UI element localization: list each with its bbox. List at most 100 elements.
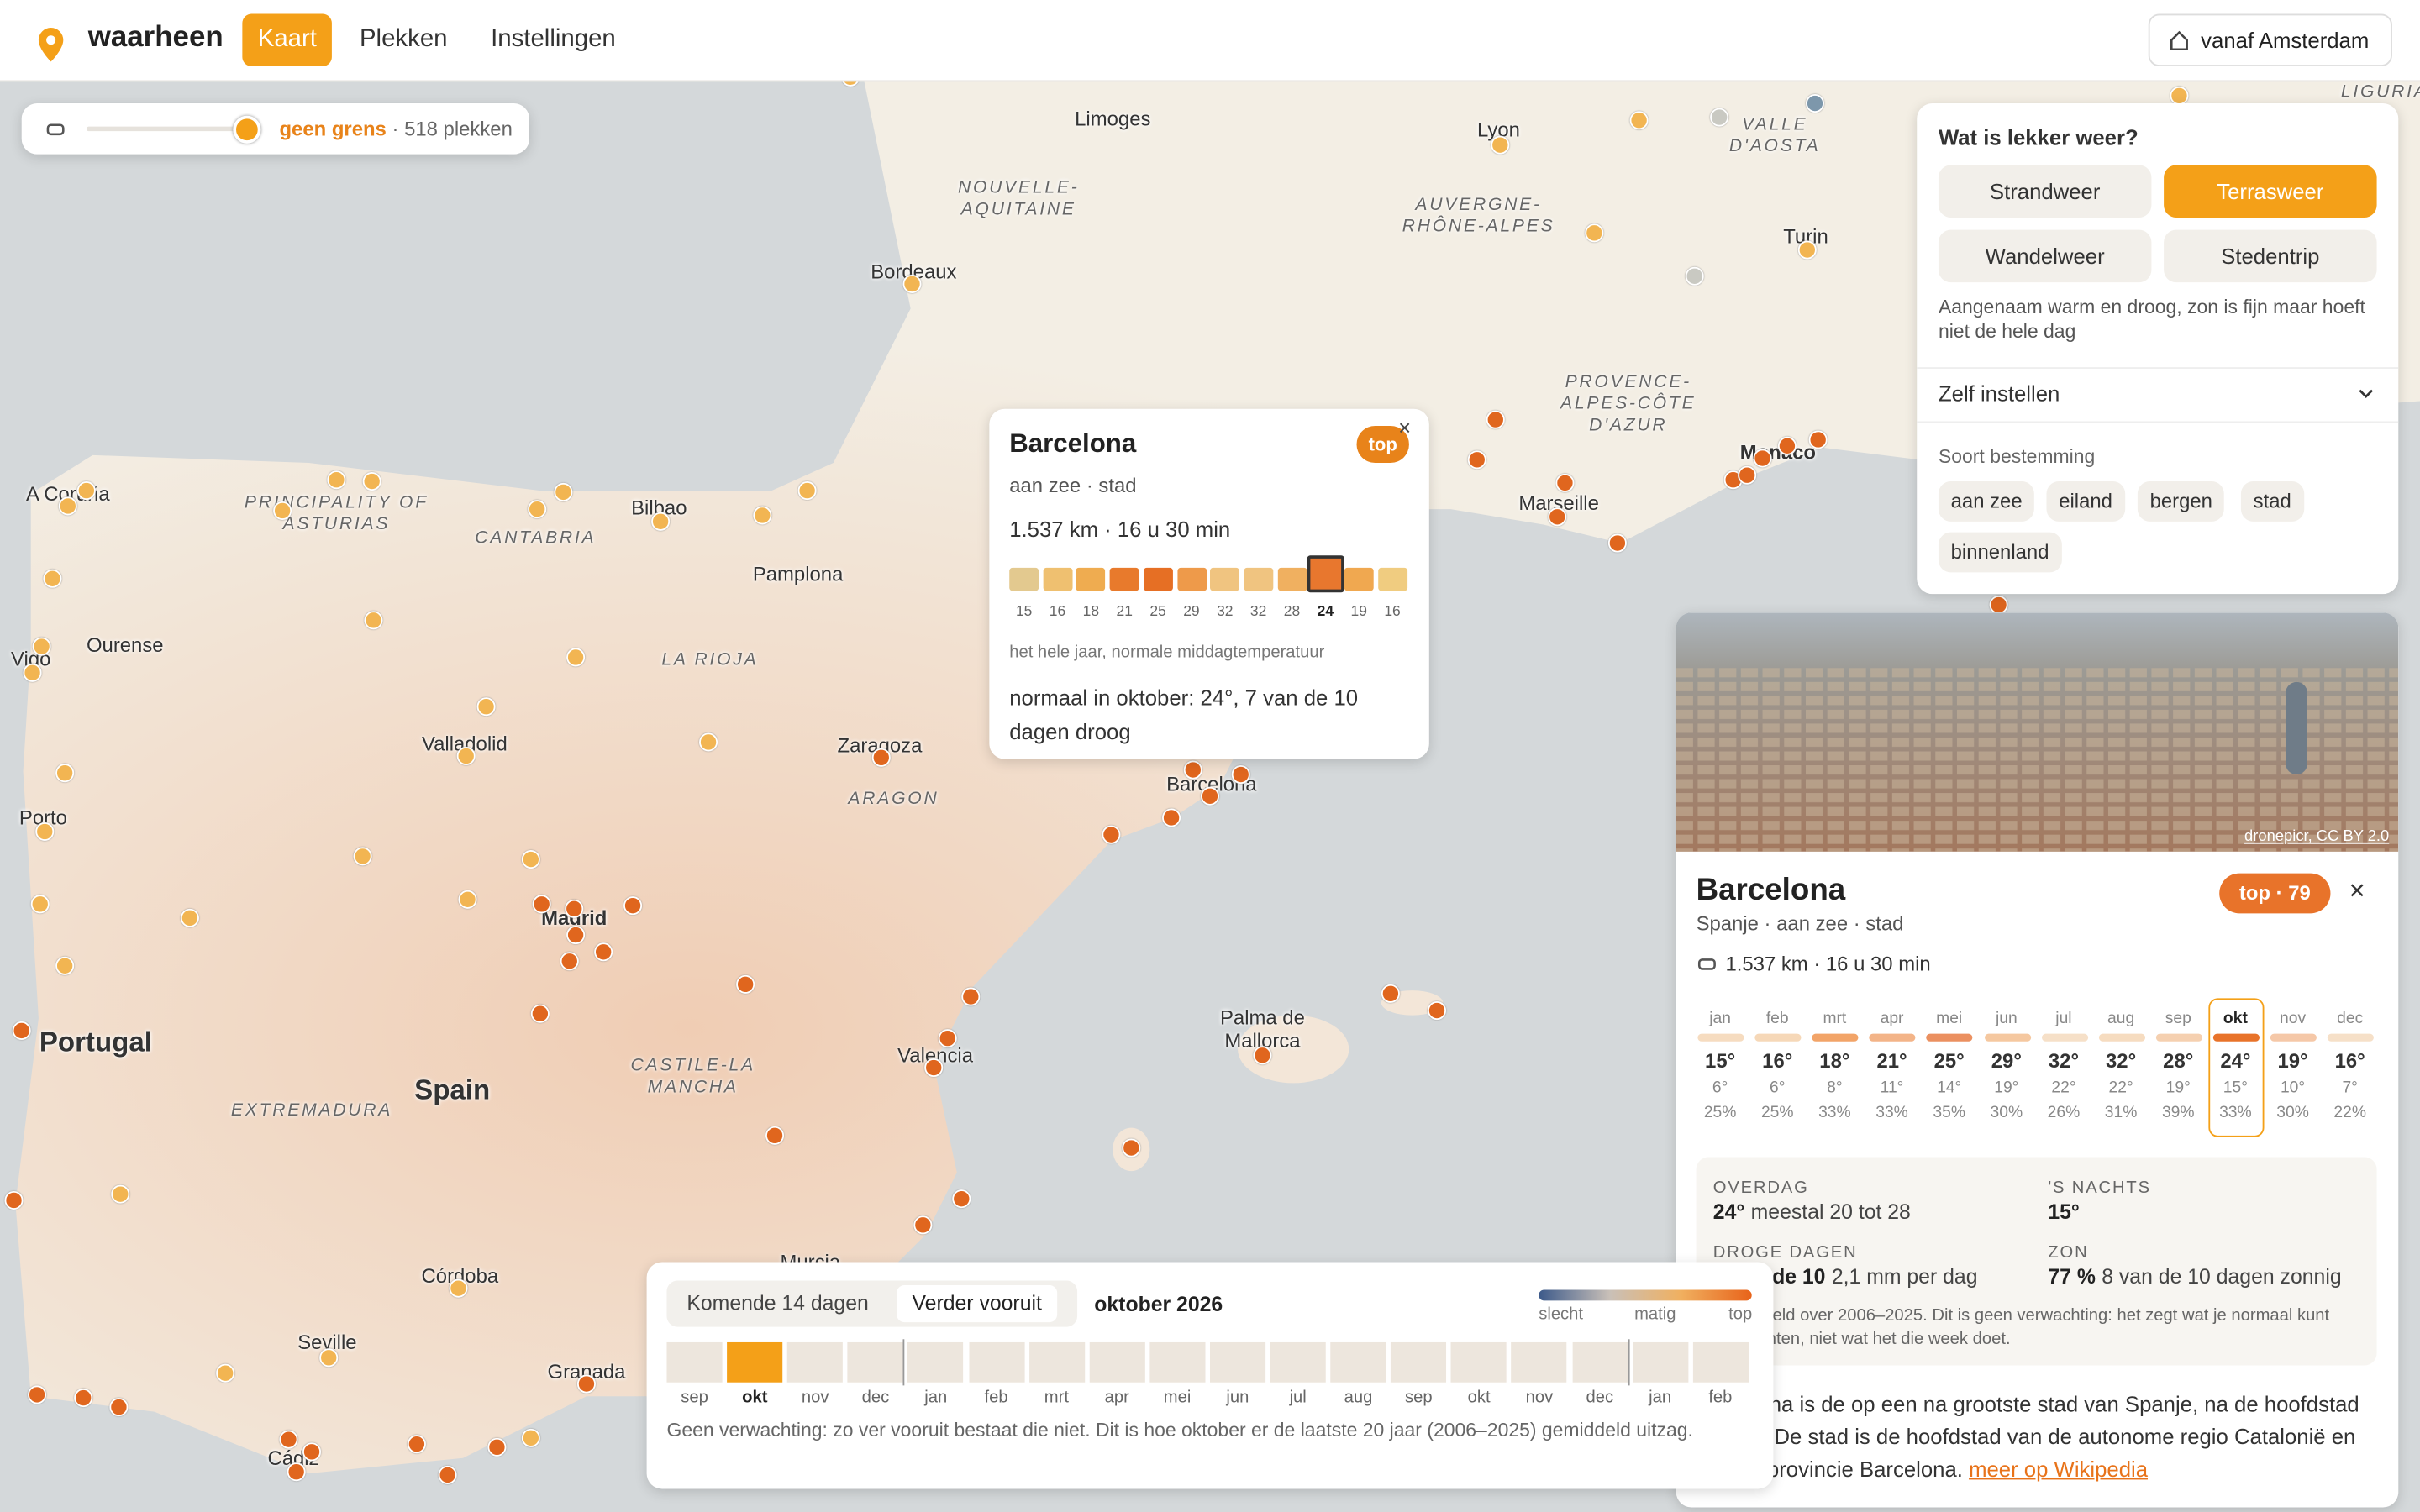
map-dot[interactable] bbox=[530, 1004, 550, 1023]
month-cell[interactable] bbox=[1511, 1341, 1568, 1383]
map-dot[interactable] bbox=[111, 1184, 130, 1204]
map-dot[interactable] bbox=[1777, 436, 1797, 455]
month-cell[interactable] bbox=[1571, 1341, 1628, 1383]
map-dot[interactable] bbox=[765, 1126, 785, 1145]
weather-option[interactable]: Wandelweer bbox=[1938, 229, 2152, 283]
map-dot[interactable] bbox=[319, 1348, 339, 1368]
map-dot[interactable] bbox=[1486, 410, 1505, 429]
map-dot[interactable] bbox=[1231, 765, 1250, 785]
map-dot[interactable] bbox=[1607, 533, 1627, 553]
map-dot[interactable] bbox=[753, 506, 772, 525]
map-dot[interactable] bbox=[216, 1363, 235, 1383]
map-dot[interactable] bbox=[76, 481, 96, 501]
map-dot[interactable] bbox=[961, 987, 981, 1006]
map-dot[interactable] bbox=[1491, 135, 1510, 155]
map-dot[interactable] bbox=[1797, 240, 1817, 260]
map-dot[interactable] bbox=[1200, 786, 1220, 806]
month-cell[interactable] bbox=[968, 1341, 1024, 1383]
timeline-tab[interactable]: Verder vooruit bbox=[897, 1285, 1058, 1323]
map-dot[interactable] bbox=[302, 1442, 322, 1462]
map-dot[interactable] bbox=[180, 908, 199, 927]
map-dot[interactable] bbox=[456, 746, 476, 766]
month-cell[interactable] bbox=[1209, 1341, 1265, 1383]
map-dot[interactable] bbox=[532, 895, 551, 914]
map-dot[interactable] bbox=[554, 482, 573, 501]
map-dot[interactable] bbox=[4, 1190, 24, 1210]
map-dot[interactable] bbox=[1629, 111, 1649, 130]
map-dot[interactable] bbox=[952, 1189, 971, 1209]
map-dot[interactable] bbox=[55, 956, 75, 975]
map-dot[interactable] bbox=[279, 1430, 298, 1449]
wiki-link[interactable]: meer op Wikipedia bbox=[1969, 1456, 2149, 1482]
map-dot[interactable] bbox=[362, 472, 381, 491]
map-dot[interactable] bbox=[1122, 1138, 1141, 1158]
map-dot[interactable] bbox=[1710, 108, 1729, 127]
map-dot[interactable] bbox=[1685, 266, 1704, 286]
month-cell[interactable] bbox=[847, 1341, 904, 1383]
map-dot[interactable] bbox=[449, 1278, 468, 1298]
map-dot[interactable] bbox=[32, 637, 51, 656]
map-dot[interactable] bbox=[938, 1029, 957, 1048]
map-dot[interactable] bbox=[566, 926, 586, 945]
map-dot[interactable] bbox=[594, 942, 613, 962]
month-cell[interactable] bbox=[1270, 1341, 1326, 1383]
map-dot[interactable] bbox=[623, 896, 643, 916]
month-cell[interactable] bbox=[908, 1341, 964, 1383]
map-dot[interactable] bbox=[1467, 450, 1486, 470]
timeline-tab[interactable]: Komende 14 dagen bbox=[687, 1291, 869, 1315]
map-dot[interactable] bbox=[109, 1398, 129, 1417]
map-dot[interactable] bbox=[528, 500, 547, 519]
range-knob[interactable] bbox=[233, 115, 261, 144]
weather-option[interactable]: Strandweer bbox=[1938, 165, 2152, 218]
map-dot[interactable] bbox=[1808, 430, 1828, 449]
map-dot[interactable] bbox=[797, 481, 817, 501]
custom-toggle[interactable]: Zelf instellen bbox=[1938, 381, 2060, 407]
map-dot[interactable] bbox=[576, 1374, 596, 1394]
map-dot[interactable] bbox=[521, 850, 540, 869]
map-dot[interactable] bbox=[12, 1021, 31, 1040]
map-dot[interactable] bbox=[353, 847, 372, 866]
map-dot[interactable] bbox=[651, 512, 671, 531]
type-chip[interactable]: stad bbox=[2240, 481, 2304, 522]
map-dot[interactable] bbox=[1253, 1046, 1272, 1065]
map-dot[interactable] bbox=[1162, 808, 1181, 827]
map-dot[interactable] bbox=[1548, 507, 1567, 527]
map-dot[interactable] bbox=[924, 1058, 944, 1078]
nav-tab[interactable]: Plekken bbox=[359, 26, 448, 53]
month-cell[interactable] bbox=[1330, 1341, 1386, 1383]
nav-tab[interactable]: Instellingen bbox=[491, 26, 616, 53]
map-dot[interactable] bbox=[566, 648, 586, 667]
map-dot[interactable] bbox=[476, 697, 496, 717]
map-dot[interactable] bbox=[407, 1435, 426, 1454]
month-cell[interactable] bbox=[727, 1341, 783, 1383]
map-dot[interactable] bbox=[565, 899, 584, 918]
month-cell[interactable] bbox=[1149, 1341, 1206, 1383]
map-dot[interactable] bbox=[487, 1437, 507, 1457]
month-cell[interactable] bbox=[787, 1341, 844, 1383]
map-dot[interactable] bbox=[364, 611, 383, 630]
map-dot[interactable] bbox=[438, 1465, 457, 1484]
map-dot[interactable] bbox=[273, 501, 292, 520]
map-dot[interactable] bbox=[55, 764, 75, 783]
map-dot[interactable] bbox=[1805, 94, 1825, 113]
map-dot[interactable] bbox=[736, 974, 755, 994]
type-chip[interactable]: eiland bbox=[2046, 481, 2125, 522]
map-dot[interactable] bbox=[1738, 465, 1757, 485]
type-chip[interactable]: binnenland bbox=[1938, 532, 2062, 573]
month-cell[interactable] bbox=[1632, 1341, 1688, 1383]
map-dot[interactable] bbox=[902, 274, 922, 293]
map-dot[interactable] bbox=[74, 1389, 93, 1408]
month-cell[interactable] bbox=[666, 1341, 723, 1383]
type-chip[interactable]: bergen bbox=[2137, 481, 2225, 522]
weather-option[interactable]: Stedentrip bbox=[2164, 229, 2377, 283]
map-dot[interactable] bbox=[913, 1215, 933, 1235]
map-dot[interactable] bbox=[43, 569, 62, 588]
map-dot[interactable] bbox=[699, 732, 718, 752]
map-dot[interactable] bbox=[1989, 595, 2008, 615]
map-dot[interactable] bbox=[1585, 223, 1604, 243]
map-dot[interactable] bbox=[287, 1462, 306, 1482]
map-dot[interactable] bbox=[1427, 1001, 1447, 1021]
map-dot[interactable] bbox=[458, 890, 477, 909]
type-chip[interactable]: aan zee bbox=[1938, 481, 2035, 522]
weather-option[interactable]: Terrasweer bbox=[2164, 165, 2377, 218]
